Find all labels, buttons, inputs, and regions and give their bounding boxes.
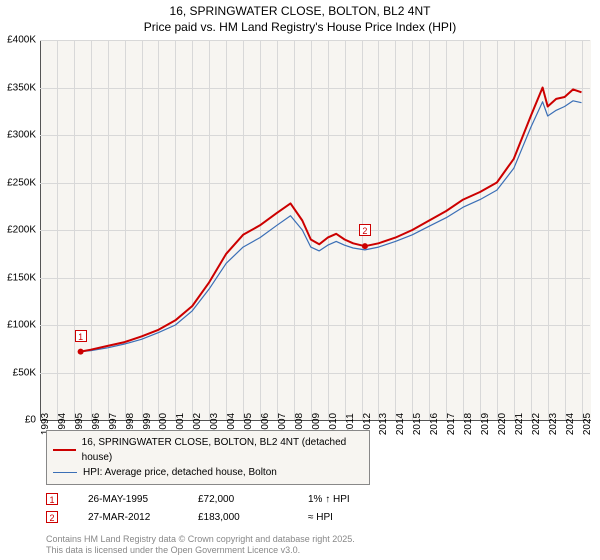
event-marker: 1 [46,493,58,505]
title-line-1: 16, SPRINGWATER CLOSE, BOLTON, BL2 4NT [0,4,600,20]
series-lines [40,40,590,420]
event-delta: 1% ↑ HPI [308,494,388,505]
event-marker: 2 [46,511,58,523]
y-tick-label: £400K [7,35,36,46]
y-tick-label: £0 [25,415,36,426]
event-row: 2 27-MAR-2012 £183,000 ≈ HPI [46,511,586,523]
marker-dot [362,243,368,249]
legend-swatch [53,472,77,473]
y-tick-label: £50K [13,367,36,378]
event-date: 27-MAR-2012 [88,512,168,523]
event-date: 26-MAY-1995 [88,494,168,505]
legend-row: HPI: Average price, detached house, Bolt… [53,465,363,480]
event-row: 1 26-MAY-1995 £72,000 1% ↑ HPI [46,493,586,505]
title-line-2: Price paid vs. HM Land Registry's House … [0,20,600,36]
y-tick-label: £150K [7,272,36,283]
event-delta: ≈ HPI [308,512,388,523]
title-block: 16, SPRINGWATER CLOSE, BOLTON, BL2 4NT P… [0,0,600,35]
y-tick-label: £250K [7,177,36,188]
legend-label: HPI: Average price, detached house, Bolt… [83,465,277,480]
legend-label: 16, SPRINGWATER CLOSE, BOLTON, BL2 4NT (… [82,435,363,465]
footer-line-2: This data is licensed under the Open Gov… [46,545,355,556]
y-tick-label: £200K [7,225,36,236]
event-price: £72,000 [198,494,278,505]
legend-block: 16, SPRINGWATER CLOSE, BOLTON, BL2 4NT (… [46,430,586,529]
marker-label: 2 [359,224,371,236]
footer-line-1: Contains HM Land Registry data © Crown c… [46,534,355,545]
marker-label: 1 [75,330,87,342]
y-tick-label: £350K [7,82,36,93]
event-table: 1 26-MAY-1995 £72,000 1% ↑ HPI 2 27-MAR-2012 £… [46,493,586,523]
footer-attribution: Contains HM Land Registry data © Crown c… [46,534,355,556]
legend-box: 16, SPRINGWATER CLOSE, BOLTON, BL2 4NT (… [46,430,370,485]
series-price_paid [81,88,582,352]
legend-swatch [53,449,76,451]
y-tick-label: £100K [7,320,36,331]
event-price: £183,000 [198,512,278,523]
legend-row: 16, SPRINGWATER CLOSE, BOLTON, BL2 4NT (… [53,435,363,465]
chart-area: £0£50K£100K£150K£200K£250K£300K£350K£400… [40,40,590,420]
series-hpi [81,101,582,352]
marker-dot [78,349,84,355]
y-tick-label: £300K [7,130,36,141]
chart-container: 16, SPRINGWATER CLOSE, BOLTON, BL2 4NT P… [0,0,600,560]
